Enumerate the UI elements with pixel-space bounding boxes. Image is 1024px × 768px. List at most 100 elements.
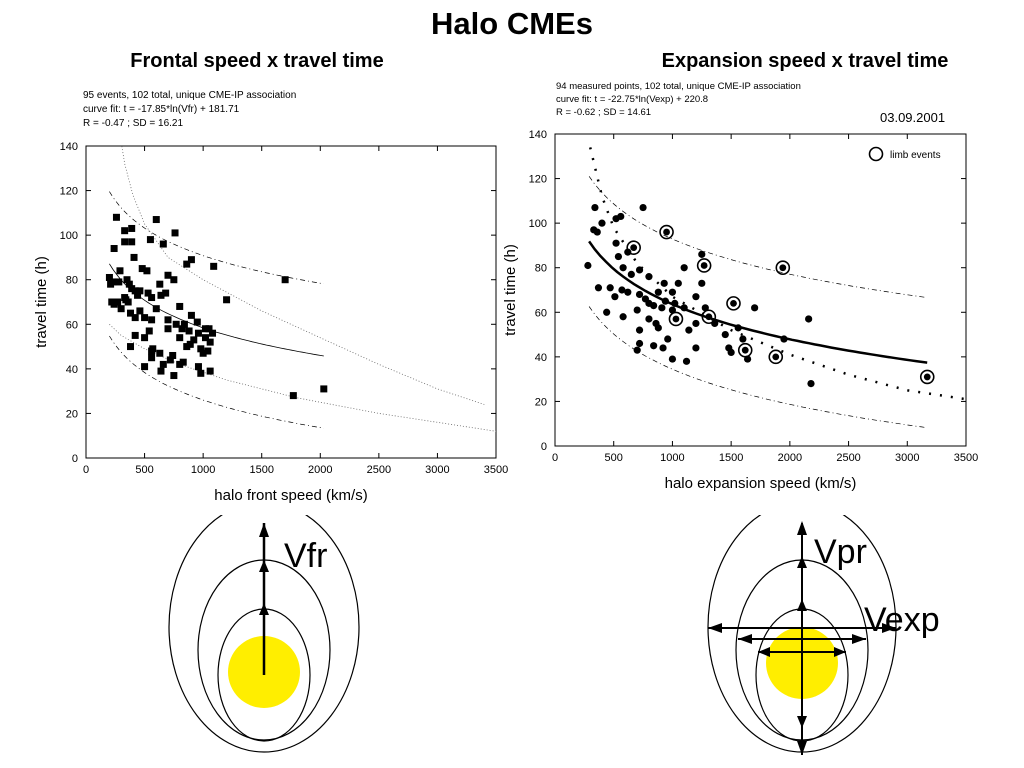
limb-event-marker <box>659 224 674 240</box>
data-point <box>661 297 669 305</box>
x-tick-label: 0 <box>552 452 558 464</box>
data-point <box>176 360 184 368</box>
data-point <box>658 304 666 312</box>
data-point <box>156 349 164 357</box>
data-point <box>131 287 139 295</box>
arrow-head-icon <box>797 521 807 535</box>
data-point <box>289 392 297 400</box>
data-point <box>654 324 662 332</box>
data-point <box>112 213 120 221</box>
limb-event-marker <box>626 240 641 255</box>
data-point <box>143 267 151 275</box>
data-point <box>199 349 207 357</box>
data-point <box>727 348 735 356</box>
data-point <box>136 307 144 315</box>
limb-event-point <box>772 353 780 361</box>
data-point <box>617 212 625 221</box>
data-point <box>668 306 677 314</box>
y-tick-label: 140 <box>529 129 547 141</box>
data-point <box>148 316 156 324</box>
data-point <box>204 347 212 355</box>
data-point <box>185 327 193 335</box>
arrow-head-icon <box>797 741 807 755</box>
data-point <box>223 296 231 304</box>
data-point <box>190 336 198 344</box>
legend-label: limb events <box>890 150 941 161</box>
data-point <box>619 264 627 272</box>
data-point <box>635 266 644 274</box>
x-tick-label: 3500 <box>484 464 508 476</box>
right-chart-subtitle: Expansion speed x travel time <box>661 50 949 72</box>
data-point <box>152 305 160 313</box>
data-point <box>650 342 658 350</box>
arrow-head-icon <box>797 716 807 728</box>
x-tick-label: 500 <box>135 464 153 476</box>
x-tick-label: 3500 <box>954 452 978 464</box>
data-point <box>125 280 133 288</box>
left-note-line: curve fit: t = -17.85*ln(Vfr) + 181.71 <box>83 104 240 115</box>
y-axis-label: travel time (h) <box>502 244 519 336</box>
data-point <box>141 314 149 322</box>
data-point <box>148 347 156 355</box>
data-point <box>193 318 201 326</box>
data-point <box>668 288 677 296</box>
left-note-line: 95 events, 102 total, unique CME-IP asso… <box>83 90 297 101</box>
arrow-head-icon <box>852 634 866 644</box>
data-point <box>635 326 644 334</box>
data-point <box>141 363 149 371</box>
limb-event-point <box>741 346 749 354</box>
data-point <box>594 284 603 292</box>
data-point <box>680 304 688 312</box>
arrow-head-icon <box>259 603 269 615</box>
fit-curve <box>109 263 324 357</box>
arrow-head-icon <box>758 647 770 657</box>
limb-event-point <box>779 264 787 272</box>
data-point <box>183 260 191 268</box>
x-tick-label: 1000 <box>660 452 684 464</box>
data-point <box>194 329 202 337</box>
data-point <box>144 289 152 297</box>
x-tick-label: 2500 <box>836 452 860 464</box>
y-tick-label: 40 <box>535 352 547 364</box>
x-tick-label: 0 <box>83 464 89 476</box>
data-point <box>210 262 218 270</box>
data-point <box>619 313 627 321</box>
data-point <box>654 288 662 296</box>
data-point <box>157 291 165 299</box>
data-point <box>633 306 641 314</box>
x-tick-label: 3000 <box>425 464 449 476</box>
y-tick-label: 100 <box>60 230 78 242</box>
data-point <box>627 270 635 278</box>
data-point <box>146 236 154 244</box>
y-tick-label: 100 <box>529 218 547 230</box>
data-point <box>805 315 813 323</box>
data-point <box>109 278 117 286</box>
data-point <box>606 284 614 292</box>
page-title: Halo CMEs <box>431 6 593 41</box>
arrow-head-icon <box>834 647 846 657</box>
data-point <box>618 286 626 294</box>
legend-marker <box>868 146 884 162</box>
data-point <box>186 340 194 348</box>
data-point <box>148 354 156 362</box>
arrow-head-icon <box>797 599 807 611</box>
data-point <box>205 325 213 333</box>
right-fit-notes: 94 measured points, 102 total, unique CM… <box>556 80 801 119</box>
vexp-label: Vexp <box>864 601 940 639</box>
data-point <box>117 305 125 313</box>
data-point <box>127 343 135 351</box>
data-point <box>187 311 195 319</box>
data-point <box>128 285 136 293</box>
data-point <box>127 309 135 317</box>
y-tick-label: 120 <box>60 186 78 198</box>
data-point <box>639 203 647 212</box>
data-point <box>680 264 688 272</box>
plot-frame <box>85 145 497 459</box>
data-point <box>114 298 122 306</box>
left-fit-notes: 95 events, 102 total, unique CME-IP asso… <box>83 89 296 131</box>
limb-event-marker <box>768 349 784 365</box>
y-tick-label: 60 <box>535 307 547 319</box>
sd-envelope-curve <box>588 306 928 429</box>
y-tick-label: 0 <box>541 441 547 453</box>
data-point <box>170 276 178 284</box>
